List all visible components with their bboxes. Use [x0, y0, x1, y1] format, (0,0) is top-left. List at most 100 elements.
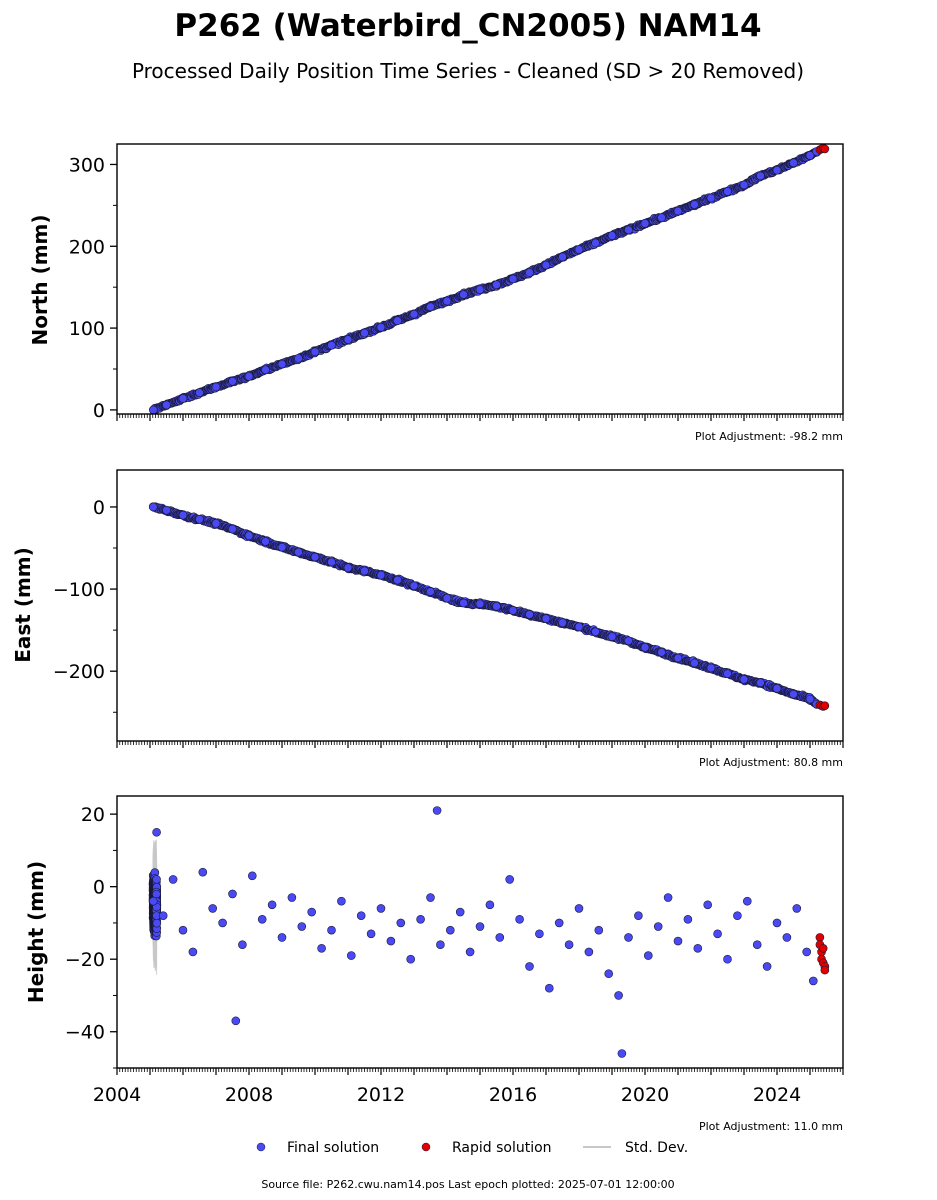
north-final-point [310, 347, 320, 357]
north-rapid-point [820, 144, 830, 154]
chart-title: P262 (Waterbird_CN2005) NAM14 [174, 8, 761, 44]
north-final-point [360, 328, 369, 338]
east-final-point [723, 669, 732, 678]
north-final-point [789, 158, 798, 168]
east-final-point [426, 587, 435, 596]
east-rapid-point [820, 701, 830, 710]
east-final-point [772, 684, 782, 693]
east-final-point [756, 678, 765, 687]
east-final-point [739, 675, 749, 684]
east-final-point [211, 519, 221, 528]
east-final-point [442, 593, 452, 603]
east-final-point [228, 524, 237, 534]
east-final-point [789, 689, 798, 699]
north-ytick-label: 100 [69, 318, 105, 340]
east-rapid-series [815, 700, 830, 711]
north-final-point [673, 206, 683, 216]
north-final-point [475, 285, 485, 294]
north-final-point [409, 309, 419, 319]
east-final-point [261, 537, 270, 546]
north-final-point [426, 302, 435, 312]
east-final-point [508, 606, 518, 615]
north-adjustment-note: Plot Adjustment: -98.2 mm [695, 430, 843, 443]
east-panel: East (mm) Plot Adjustment: 80.8 mm 0 −100… [11, 469, 844, 769]
north-final-point [772, 165, 782, 175]
east-final-point [459, 598, 468, 608]
height-plot-area [148, 806, 830, 1058]
east-final-point [640, 643, 650, 652]
north-final-point [558, 252, 567, 262]
north-final-point [591, 238, 600, 248]
east-final-point [409, 581, 419, 591]
north-ytick-label: 300 [69, 154, 105, 176]
north-final-point [376, 322, 386, 332]
north-panel: North (mm) Plot Adjustment: -98.2 mm 0 10… [28, 143, 844, 443]
north-final-point [607, 231, 617, 240]
north-final-point [492, 280, 501, 290]
east-final-point [657, 648, 666, 657]
east-final-point [162, 505, 171, 515]
east-ytick-label: −100 [53, 579, 105, 601]
east-adjustment-note: Plot Adjustment: 80.8 mm [699, 756, 843, 769]
east-ytick-label: 0 [93, 497, 105, 519]
north-final-point [178, 394, 188, 403]
north-final-point [508, 274, 518, 284]
east-final-point [673, 653, 683, 663]
east-final-point [393, 575, 402, 585]
east-ylabel: East (mm) [11, 547, 35, 663]
east-final-point [475, 599, 485, 609]
east-plot-area [148, 502, 830, 711]
north-final-point [277, 359, 287, 369]
north-final-point [706, 193, 716, 203]
east-final-point [492, 602, 501, 611]
north-final-point [211, 382, 221, 392]
north-final-point [657, 213, 666, 222]
east-final-point [690, 658, 699, 668]
north-final-point [541, 260, 551, 270]
north-final-point [228, 376, 237, 386]
east-final-point [149, 502, 158, 512]
north-final-point [294, 354, 303, 363]
east-final-point [244, 531, 254, 540]
north-final-point [393, 316, 402, 326]
north-final-point [624, 225, 633, 235]
east-final-point [360, 566, 369, 576]
east-final-point [574, 622, 584, 632]
east-final-point [178, 510, 188, 520]
north-final-point [149, 405, 158, 414]
east-final-point [310, 552, 320, 562]
north-final-point [244, 372, 254, 381]
east-final-point [541, 614, 551, 623]
north-final-point [261, 365, 270, 375]
north-ytick-label: 200 [69, 236, 105, 258]
east-final-point [294, 547, 303, 557]
north-plot-area [149, 144, 830, 414]
east-final-point [277, 542, 287, 552]
east-final-point [624, 636, 633, 646]
north-final-point [442, 296, 452, 306]
north-final-point [805, 151, 815, 160]
east-final-point [558, 618, 567, 628]
east-final-point [591, 627, 600, 637]
east-final-point [706, 663, 716, 673]
east-final-point [376, 570, 386, 580]
north-final-point [723, 187, 732, 196]
north-final-point [327, 340, 336, 350]
east-final-point [805, 694, 815, 704]
north-ylabel: North (mm) [28, 214, 52, 345]
height-panel: Height (mm) Plot Adjustment: 11.0 mm 200… [24, 795, 844, 1133]
east-final-point [607, 632, 617, 642]
east-final-point [525, 610, 534, 619]
east-final-point [327, 557, 336, 567]
north-final-point [574, 245, 584, 254]
east-final-point [195, 514, 204, 524]
north-final-point [525, 268, 534, 277]
north-final-series [149, 147, 821, 414]
north-final-point [756, 171, 765, 181]
height-adjustment-note: Plot Adjustment: 11.0 mm [699, 1120, 843, 1133]
east-ytick-label: −200 [53, 661, 105, 683]
height-ylabel: Height (mm) [24, 861, 48, 1003]
north-final-point [739, 180, 749, 190]
